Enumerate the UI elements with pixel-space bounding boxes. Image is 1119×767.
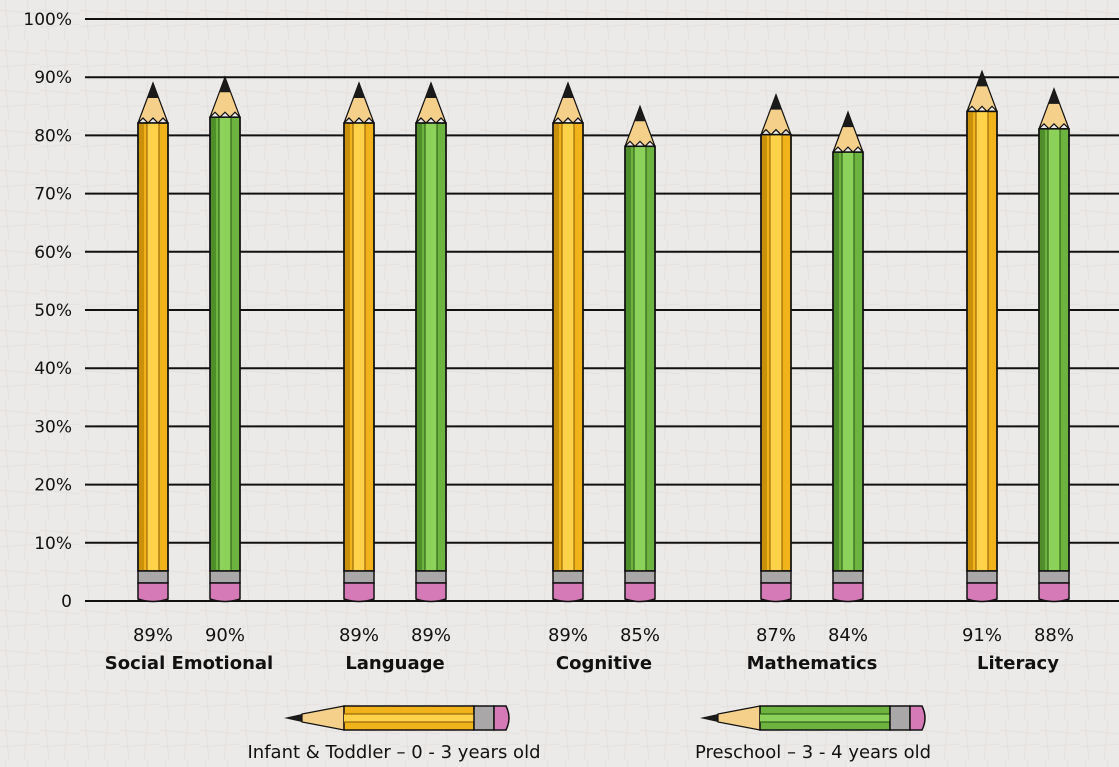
y-tick-label: 80% — [34, 126, 72, 146]
pencil-bar-2-1 — [624, 104, 656, 603]
data-label: 91% — [962, 625, 1002, 646]
pencil-bar-0-0 — [137, 81, 169, 603]
category-label: Literacy — [977, 653, 1059, 674]
gridlines — [85, 18, 1119, 602]
pencil-bar-0-1 — [209, 75, 241, 603]
y-tick-label: 40% — [34, 359, 72, 379]
data-label: 85% — [620, 625, 660, 646]
data-label: 89% — [548, 625, 588, 646]
legend-swatch-0 — [284, 705, 510, 731]
data-label: 90% — [205, 625, 245, 646]
category-label: Cognitive — [556, 653, 652, 674]
y-tick-label: 0 — [61, 592, 72, 612]
category-label: Language — [345, 653, 444, 674]
pencil-bar-4-1 — [1038, 87, 1070, 603]
y-tick-label: 60% — [34, 243, 72, 263]
y-tick-label: 10% — [34, 534, 72, 554]
pencil-bar-1-1 — [415, 81, 447, 603]
y-tick-label: 50% — [34, 301, 72, 321]
category-labels: Social Emotional Language Cognitive Mathema… — [105, 653, 1059, 674]
data-label: 88% — [1034, 625, 1074, 646]
y-tick-label: 70% — [34, 185, 72, 205]
legend: Infant & Toddler – 0 - 3 years old Presch… — [247, 705, 931, 763]
category-label: Social Emotional — [105, 653, 273, 674]
y-tick-label: 100% — [23, 10, 72, 30]
pencil-bar-3-1 — [832, 110, 864, 603]
data-label: 89% — [411, 625, 451, 646]
legend-label: Preschool – 3 - 4 years old — [695, 742, 931, 763]
data-label: 89% — [339, 625, 379, 646]
pencil-bar-2-0 — [552, 81, 584, 603]
legend-label: Infant & Toddler – 0 - 3 years old — [247, 742, 540, 763]
pencil-bar-1-0 — [343, 81, 375, 603]
data-label: 87% — [756, 625, 796, 646]
y-tick-label: 90% — [34, 68, 72, 88]
data-labels: 89% 90% 89% 89% 89% 85% 87% 84% 91% 88% — [133, 625, 1074, 646]
legend-swatch-1 — [700, 705, 926, 731]
y-tick-label: 20% — [34, 476, 72, 496]
y-axis: 0 10% 20% 30% 40% 50% 60% 70% 80% 90% 100% — [23, 10, 72, 612]
pencil-bar-4-0 — [966, 69, 998, 603]
data-label: 84% — [828, 625, 868, 646]
y-tick-label: 30% — [34, 417, 72, 437]
category-label: Mathematics — [747, 653, 878, 674]
data-label: 89% — [133, 625, 173, 646]
pencil-bar-3-0 — [760, 92, 792, 603]
bar-marks — [137, 69, 1070, 603]
